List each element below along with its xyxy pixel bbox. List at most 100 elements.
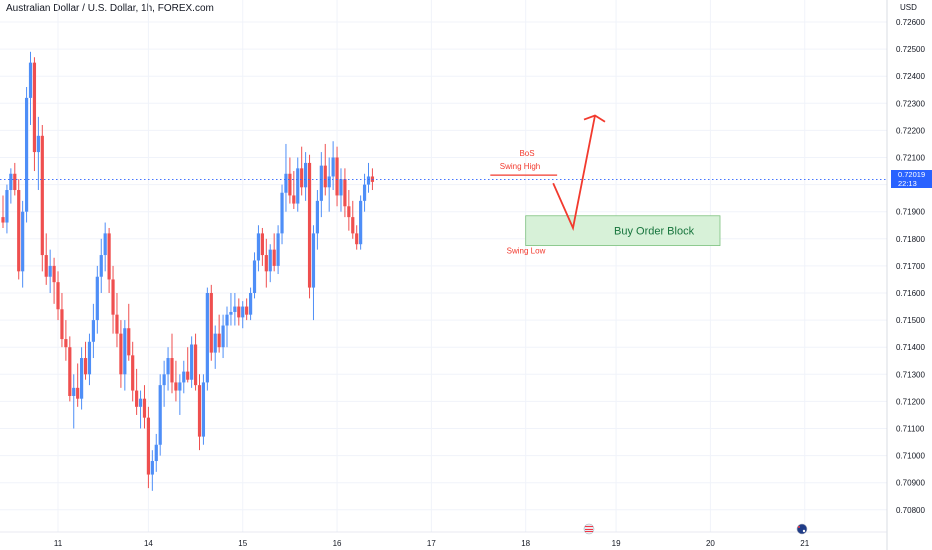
candle-body [197, 385, 202, 437]
candle-body [5, 190, 9, 223]
candle-body [335, 157, 339, 196]
candle [80, 347, 84, 410]
candle-body [331, 157, 335, 177]
candle-body [60, 309, 64, 340]
candle-body [182, 371, 186, 383]
candle [146, 406, 151, 489]
candle-body [68, 347, 72, 396]
candle-body [158, 385, 162, 445]
candle-body [311, 233, 316, 288]
candle-body [339, 179, 343, 196]
candle-body [166, 358, 170, 375]
candle-body [323, 165, 327, 188]
candle [36, 116, 40, 191]
candle-body [233, 306, 237, 312]
candle-body [44, 255, 48, 277]
candle [347, 190, 351, 231]
price-tick-label: 0.71500 [896, 316, 925, 325]
candle-body [150, 461, 154, 475]
candle-body [217, 333, 221, 348]
candle-body [40, 135, 44, 256]
price-tick-label: 0.71900 [896, 208, 925, 217]
candle-body [91, 320, 95, 342]
candle-body [146, 417, 151, 475]
bos-label: BoS [519, 149, 534, 158]
candle [170, 333, 174, 394]
candle [280, 184, 284, 245]
candle-body [17, 190, 21, 272]
candle [221, 314, 225, 359]
candle [182, 360, 186, 394]
candle [87, 333, 92, 386]
price-tick-label: 0.71800 [896, 235, 925, 244]
candle-body [284, 173, 288, 193]
candle [339, 168, 343, 212]
candle-body [119, 333, 123, 375]
candle-body [186, 371, 190, 380]
candle-body [111, 279, 115, 315]
candle-body [83, 358, 88, 375]
candle [154, 433, 158, 472]
candle [359, 195, 363, 250]
candle [201, 374, 206, 445]
time-tick-label: 16 [333, 539, 342, 548]
candle [131, 341, 135, 402]
candle [103, 222, 107, 272]
candle [142, 385, 147, 429]
candle [119, 320, 123, 388]
price-tick-label: 0.71700 [896, 262, 925, 271]
candle-body [170, 358, 174, 383]
candle-body [319, 165, 323, 201]
price-tick-label: 0.72200 [896, 126, 925, 135]
candle [44, 233, 48, 285]
candle-body [52, 265, 56, 283]
candle-body [280, 192, 284, 234]
candle-body [174, 382, 178, 391]
candle-body [260, 233, 264, 256]
price-tick-label: 0.72300 [896, 99, 925, 108]
candle [315, 190, 319, 250]
candle-body [209, 293, 213, 353]
candle-body [241, 306, 245, 318]
candle-body [343, 179, 347, 207]
price-tick-label: 0.71200 [896, 397, 925, 406]
candle [40, 124, 44, 272]
swing-low-label: Swing Low [507, 247, 546, 256]
price-tick-label: 0.70900 [896, 479, 925, 488]
time-tick-label: 21 [800, 539, 809, 548]
candle-body [123, 328, 127, 375]
candle [190, 336, 194, 388]
candle-body [1, 217, 5, 223]
au-flag-icon[interactable] [796, 523, 808, 535]
candle-body [21, 211, 25, 272]
candle-body [127, 328, 131, 356]
candle [248, 287, 253, 321]
annotations: Buy Order Block BoS Swing High Swing Low [490, 114, 721, 256]
candle [268, 244, 272, 283]
candle [28, 51, 33, 125]
projection-arrow-head [583, 114, 606, 123]
buy-order-block-label: Buy Order Block [614, 226, 695, 238]
candle-body [276, 233, 280, 266]
candle-body [300, 168, 304, 188]
candle-body [355, 233, 359, 245]
candle-body [64, 339, 68, 348]
candle [9, 168, 13, 204]
candle [292, 171, 296, 209]
candle-body [237, 306, 241, 318]
candle [197, 374, 202, 451]
candle-body [252, 260, 257, 293]
candle-body [256, 233, 261, 261]
candle [60, 293, 64, 348]
us-flag-icon[interactable] [583, 523, 595, 535]
candle-body [32, 62, 37, 153]
chart-title: Australian Dollar / U.S. Dollar, 1h, FOR… [6, 3, 214, 14]
candle [304, 152, 308, 201]
candle [127, 303, 131, 361]
price-tick-label: 0.71400 [896, 343, 925, 352]
candle-body [221, 325, 225, 348]
candle-body [225, 314, 229, 326]
candle-body [95, 276, 99, 321]
candles [1, 51, 375, 491]
